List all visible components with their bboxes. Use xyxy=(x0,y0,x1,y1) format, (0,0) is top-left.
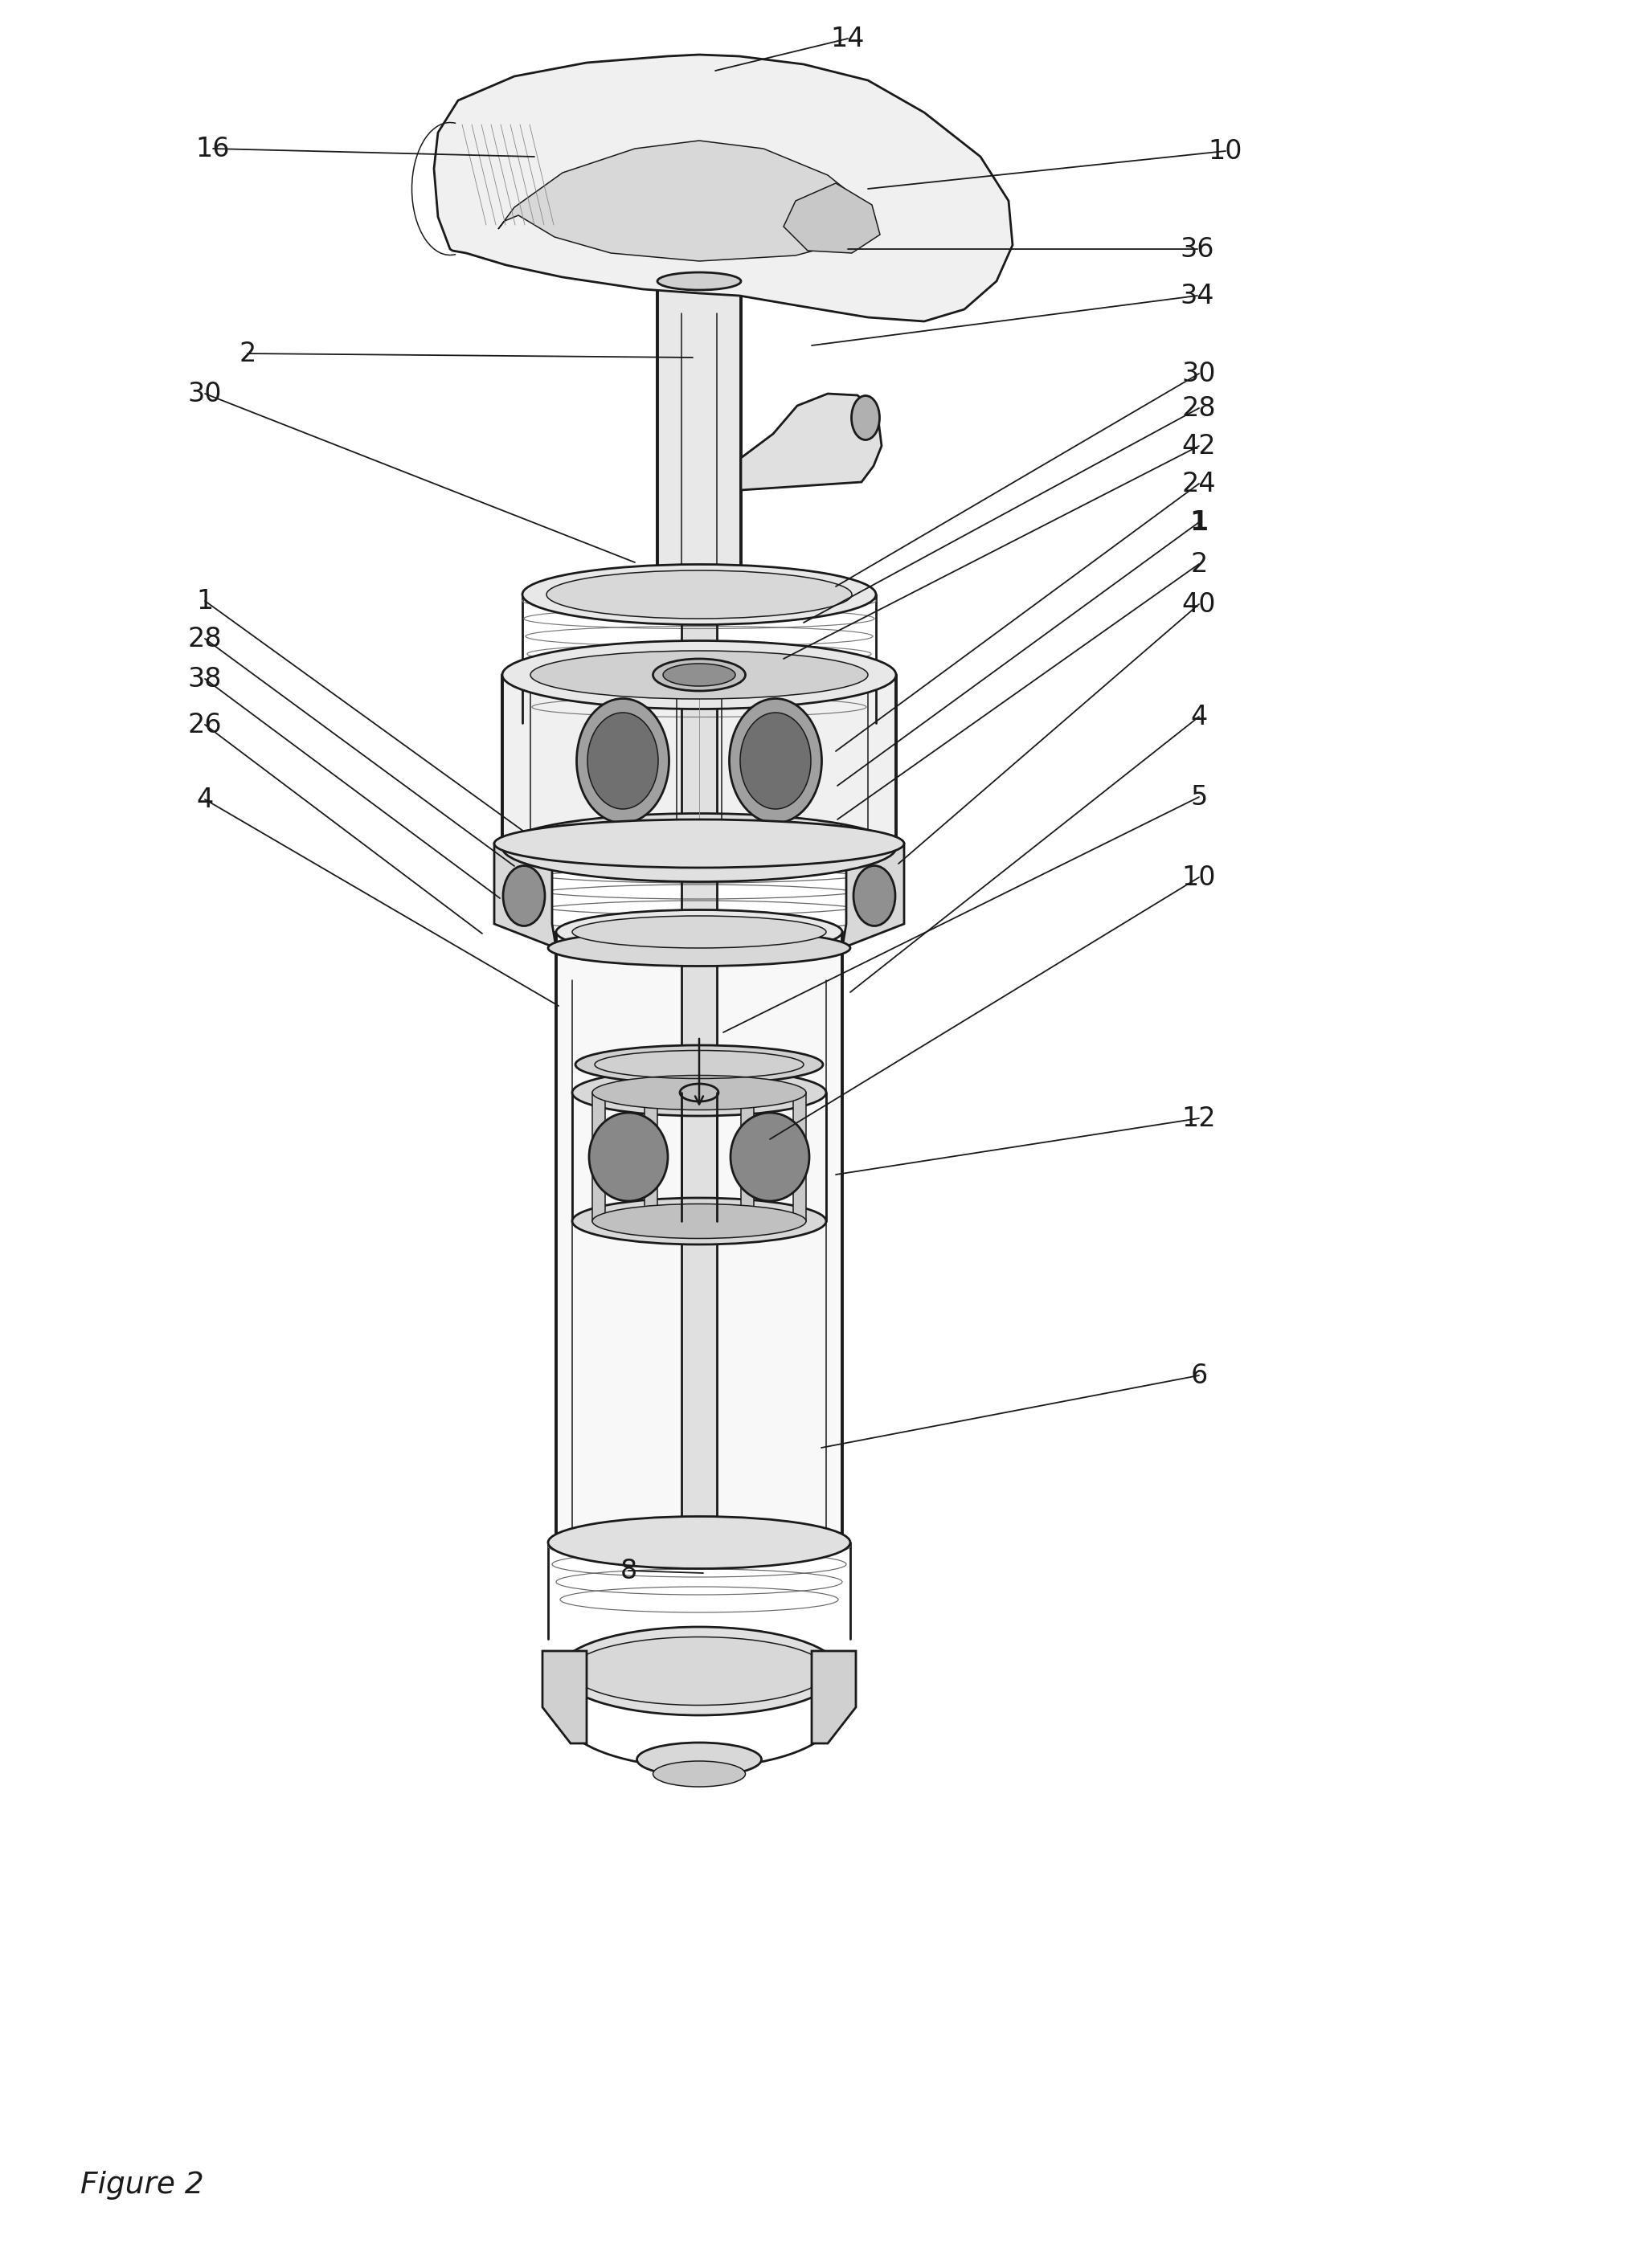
Ellipse shape xyxy=(503,642,897,710)
Text: 34: 34 xyxy=(1181,284,1215,308)
Ellipse shape xyxy=(653,658,745,692)
Ellipse shape xyxy=(503,814,897,882)
Ellipse shape xyxy=(593,1204,807,1238)
Polygon shape xyxy=(557,932,843,1542)
Polygon shape xyxy=(794,1093,807,1220)
Polygon shape xyxy=(503,676,897,848)
Polygon shape xyxy=(498,141,867,261)
Ellipse shape xyxy=(593,1075,807,1109)
Text: 1: 1 xyxy=(1190,508,1208,535)
Polygon shape xyxy=(741,1093,754,1220)
Ellipse shape xyxy=(730,699,821,823)
Ellipse shape xyxy=(547,572,852,619)
Text: 14: 14 xyxy=(831,25,865,52)
Ellipse shape xyxy=(558,1626,839,1715)
Ellipse shape xyxy=(637,1742,761,1776)
Text: 8: 8 xyxy=(621,1558,637,1583)
Polygon shape xyxy=(658,286,741,578)
Text: 12: 12 xyxy=(1182,1105,1217,1132)
Ellipse shape xyxy=(576,699,670,823)
Ellipse shape xyxy=(495,819,905,869)
Text: 30: 30 xyxy=(1182,361,1217,388)
Text: 4: 4 xyxy=(1190,703,1207,730)
Ellipse shape xyxy=(503,866,545,925)
Ellipse shape xyxy=(531,651,867,699)
Text: 36: 36 xyxy=(1181,236,1215,263)
Text: 42: 42 xyxy=(1182,433,1217,458)
Ellipse shape xyxy=(854,866,895,925)
Ellipse shape xyxy=(653,1760,745,1787)
Ellipse shape xyxy=(658,272,741,290)
Text: 2: 2 xyxy=(1190,551,1208,578)
Text: 6: 6 xyxy=(1190,1363,1207,1388)
Text: 10: 10 xyxy=(1182,864,1217,891)
Polygon shape xyxy=(741,395,882,490)
Text: 1: 1 xyxy=(196,587,214,615)
Polygon shape xyxy=(593,1093,606,1220)
Polygon shape xyxy=(434,54,1012,322)
Text: 40: 40 xyxy=(1182,592,1217,617)
Ellipse shape xyxy=(549,1517,851,1569)
Text: 10: 10 xyxy=(1208,138,1243,163)
Polygon shape xyxy=(645,1093,658,1220)
Polygon shape xyxy=(681,572,717,1542)
Text: 2: 2 xyxy=(238,340,256,367)
Ellipse shape xyxy=(740,712,812,810)
Polygon shape xyxy=(843,844,905,948)
Polygon shape xyxy=(812,1651,856,1744)
Text: 28: 28 xyxy=(1182,395,1217,422)
Polygon shape xyxy=(784,184,880,254)
Text: 5: 5 xyxy=(1190,785,1207,810)
Ellipse shape xyxy=(557,909,843,955)
Text: 38: 38 xyxy=(188,665,222,692)
Ellipse shape xyxy=(590,1114,668,1202)
Ellipse shape xyxy=(663,665,735,687)
Ellipse shape xyxy=(572,1068,826,1116)
Ellipse shape xyxy=(730,1114,810,1202)
Ellipse shape xyxy=(572,916,826,948)
Text: 28: 28 xyxy=(188,626,222,651)
Text: Figure 2: Figure 2 xyxy=(80,2170,204,2200)
Text: 4: 4 xyxy=(196,787,214,812)
Ellipse shape xyxy=(679,1084,719,1102)
Ellipse shape xyxy=(575,1046,823,1084)
Ellipse shape xyxy=(570,1637,828,1706)
Text: 16: 16 xyxy=(196,136,230,161)
Polygon shape xyxy=(495,844,557,948)
Ellipse shape xyxy=(549,930,851,966)
Ellipse shape xyxy=(572,1198,826,1245)
Ellipse shape xyxy=(588,712,658,810)
Ellipse shape xyxy=(523,565,875,624)
Text: 24: 24 xyxy=(1182,469,1217,497)
Polygon shape xyxy=(542,1651,586,1744)
Text: 26: 26 xyxy=(188,712,222,737)
Ellipse shape xyxy=(851,395,880,440)
Text: 30: 30 xyxy=(188,381,222,406)
